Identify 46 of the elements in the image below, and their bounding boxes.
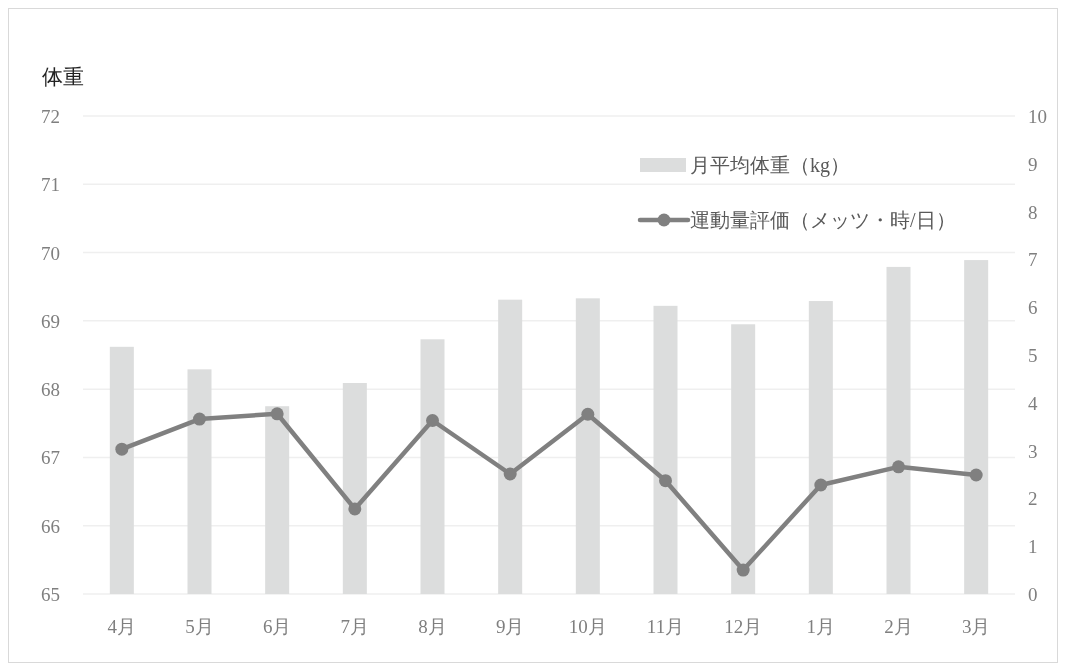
x-tick-label: 2月 [884,616,913,637]
x-tick-label: 12月 [724,616,763,637]
point [503,467,517,481]
x-tick-label: 7月 [340,616,370,637]
point [969,468,983,482]
point [892,460,905,474]
x-tick-label: 10月 [568,616,607,637]
y2-tick-label: 9 [1028,153,1038,175]
y2-tick-label: 2 [1028,488,1038,510]
y2-tick-label: 10 [1028,106,1047,127]
point [736,563,750,577]
y-axis-title: 体重 [42,65,84,89]
y2-tick-label: 6 [1028,297,1038,319]
y2-tick-label: 7 [1028,249,1038,271]
x-tick-label: 9月 [495,616,525,637]
y-tick-label: 72 [41,106,60,127]
x-tick-label: 8月 [418,616,447,637]
point [115,442,129,456]
x-tick-label: 4月 [107,616,137,637]
y2-tick-label: 1 [1028,536,1038,558]
point [348,502,362,516]
y2-tick-label: 3 [1028,440,1038,462]
point [659,474,672,488]
x-tick-label: 6月 [262,616,292,637]
y-tick-label: 68 [41,379,60,401]
y-tick-label: 70 [41,242,60,264]
point [270,407,284,421]
point [426,413,439,427]
y2-tick-label: 5 [1028,345,1038,366]
y2-tick-label: 8 [1028,201,1038,223]
y-tick-label: 66 [41,515,60,537]
y2-tick-label: 4 [1028,392,1038,414]
y-tick-label: 71 [41,174,60,196]
x-tick-label: 11月 [646,616,685,637]
legend-label: 月平均体重（kg） [690,154,850,177]
legend-label: 運動量評価（メッツ・時/日） [690,209,956,231]
point [581,407,595,421]
x-tick-label: 3月 [961,616,991,637]
y2-tick-label: 0 [1028,584,1038,605]
point [814,478,828,492]
y-tick-label: 65 [41,584,60,605]
point [193,412,206,426]
x-tick-label: 1月 [806,616,836,637]
x-tick-label: 5月 [185,616,214,637]
y-tick-label: 67 [41,447,60,469]
y-tick-label: 69 [41,310,60,332]
